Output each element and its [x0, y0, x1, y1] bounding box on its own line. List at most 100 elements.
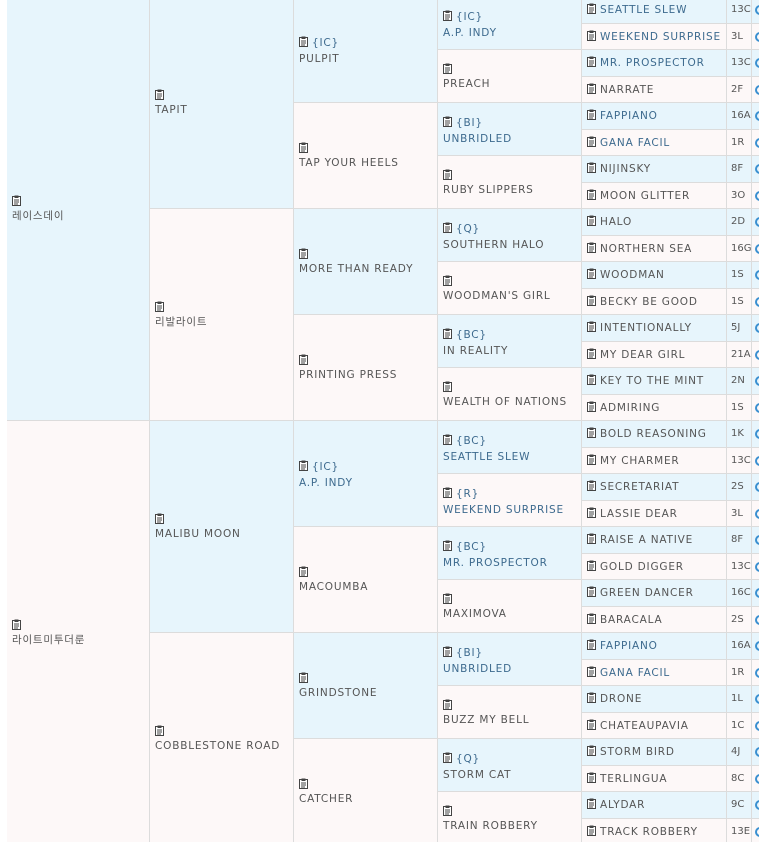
- pedigree-cell: 8C: [727, 765, 752, 792]
- info-icon[interactable]: [755, 190, 759, 201]
- info-icon[interactable]: [755, 826, 759, 837]
- pedigree-cell: [752, 235, 759, 262]
- pedigree-cell: WEALTH OF NATIONS: [438, 368, 582, 421]
- horse-name: MY CHARMER: [587, 454, 724, 468]
- horse-name[interactable]: GANA FACIL: [587, 136, 724, 150]
- info-icon[interactable]: [755, 641, 759, 652]
- pedigree-cell: {IC} A.P. INDY: [438, 0, 582, 50]
- pedigree-cell: [752, 606, 759, 633]
- tag: {IC}: [312, 37, 339, 49]
- pedigree-cell: NORTHERN SEA: [582, 235, 727, 262]
- horse-name: MOON GLITTER: [587, 189, 724, 203]
- info-icon[interactable]: [755, 270, 759, 281]
- info-icon[interactable]: [755, 588, 759, 599]
- horse-name: KEY TO THE MINT: [587, 374, 724, 388]
- text: TAP YOUR HEELS: [299, 157, 399, 169]
- text: PULPIT: [299, 53, 340, 65]
- horse-name[interactable]: A.P. INDY: [299, 477, 435, 490]
- code: 1S: [731, 295, 744, 307]
- horse-name: HALO: [587, 215, 724, 229]
- info-icon[interactable]: [755, 376, 759, 387]
- info-icon[interactable]: [755, 773, 759, 784]
- info-icon[interactable]: [755, 349, 759, 360]
- code: 16C: [731, 587, 751, 599]
- pedigree-cell: CHATEAUPAVIA: [582, 712, 727, 739]
- info-icon[interactable]: [755, 508, 759, 519]
- horse-name[interactable]: A.P. INDY: [443, 27, 579, 40]
- text: CATCHER: [299, 793, 354, 805]
- icon-row: [443, 805, 579, 819]
- horse-name[interactable]: SEATTLE SLEW: [443, 451, 579, 464]
- pedigree-cell: MAXIMOVA: [438, 580, 582, 633]
- horse-name[interactable]: MR. PROSPECTOR: [443, 557, 579, 570]
- pedigree-cell: [752, 474, 759, 501]
- horse-name[interactable]: UNBRIDLED: [443, 133, 579, 146]
- text: MY DEAR GIRL: [600, 348, 686, 361]
- text: LASSIE DEAR: [600, 507, 678, 520]
- info-icon[interactable]: [755, 84, 759, 95]
- horse-name[interactable]: WEEKEND SURPRISE: [443, 504, 579, 517]
- info-icon[interactable]: [755, 243, 759, 254]
- horse-name: COBBLESTONE ROAD: [155, 740, 291, 753]
- pedigree-cell: [752, 129, 759, 156]
- info-icon[interactable]: [755, 535, 759, 546]
- pedigree-cell: [752, 633, 759, 660]
- pedigree-cell: [752, 765, 759, 792]
- info-icon[interactable]: [755, 561, 759, 572]
- horse-name[interactable]: SEATTLE SLEW: [587, 3, 724, 17]
- horse-name: RUBY SLIPPERS: [443, 184, 579, 197]
- horse-name: TAP YOUR HEELS: [299, 157, 435, 170]
- text: BECKY BE GOOD: [600, 295, 698, 308]
- code: 1S: [731, 269, 744, 281]
- text: RAISE A NATIVE: [600, 534, 694, 547]
- info-icon[interactable]: [755, 164, 759, 175]
- pedigree-cell: STORM BIRD: [582, 739, 727, 766]
- text: NARRATE: [600, 83, 655, 96]
- info-icon[interactable]: [755, 58, 759, 69]
- tag: {IC}: [456, 10, 483, 23]
- info-icon[interactable]: [755, 323, 759, 334]
- info-icon[interactable]: [755, 137, 759, 148]
- code: 1R: [731, 136, 745, 148]
- text: GRINDSTONE: [299, 687, 378, 699]
- info-icon[interactable]: [755, 455, 759, 466]
- text: IN REALITY: [443, 344, 509, 357]
- info-icon[interactable]: [755, 800, 759, 811]
- horse-name: LASSIE DEAR: [587, 507, 724, 521]
- pedigree-cell: 1R: [727, 129, 752, 156]
- horse-name: WOODMAN: [587, 268, 724, 282]
- horse-name: INTENTIONALLY: [587, 321, 724, 335]
- pedigree-cell: MORE THAN READY: [294, 209, 438, 315]
- pedigree-cell: 13C: [727, 447, 752, 474]
- code: 3L: [731, 507, 743, 519]
- info-icon[interactable]: [755, 217, 759, 228]
- icon-row: [299, 672, 435, 686]
- info-icon[interactable]: [755, 482, 759, 493]
- info-icon[interactable]: [755, 694, 759, 705]
- info-icon[interactable]: [755, 429, 759, 440]
- horse-name[interactable]: UNBRIDLED: [443, 663, 579, 676]
- horse-name[interactable]: FAPPIANO: [587, 639, 724, 653]
- pedigree-cell: BOLD REASONING: [582, 421, 727, 448]
- text: A.P. INDY: [443, 26, 497, 39]
- horse-name[interactable]: WEEKEND SURPRISE: [587, 30, 724, 44]
- horse-name[interactable]: GANA FACIL: [587, 666, 724, 680]
- info-icon[interactable]: [755, 614, 759, 625]
- pedigree-cell: [752, 739, 759, 766]
- pedigree-cell: 21A: [727, 341, 752, 368]
- info-icon[interactable]: [755, 402, 759, 413]
- pedigree-cell: {BI} UNBRIDLED: [438, 633, 582, 686]
- code: 9C: [731, 799, 745, 811]
- icon-row: {IC}: [299, 36, 435, 50]
- horse-name[interactable]: MR. PROSPECTOR: [587, 56, 724, 70]
- info-icon[interactable]: [755, 5, 759, 16]
- info-icon[interactable]: [755, 296, 759, 307]
- info-icon[interactable]: [755, 31, 759, 42]
- horse-name[interactable]: FAPPIANO: [587, 109, 724, 123]
- info-icon[interactable]: [755, 720, 759, 731]
- text: WEEKEND SURPRISE: [443, 503, 564, 516]
- info-icon[interactable]: [755, 747, 759, 758]
- text: GANA FACIL: [600, 136, 671, 149]
- info-icon[interactable]: [755, 111, 759, 122]
- info-icon[interactable]: [755, 667, 759, 678]
